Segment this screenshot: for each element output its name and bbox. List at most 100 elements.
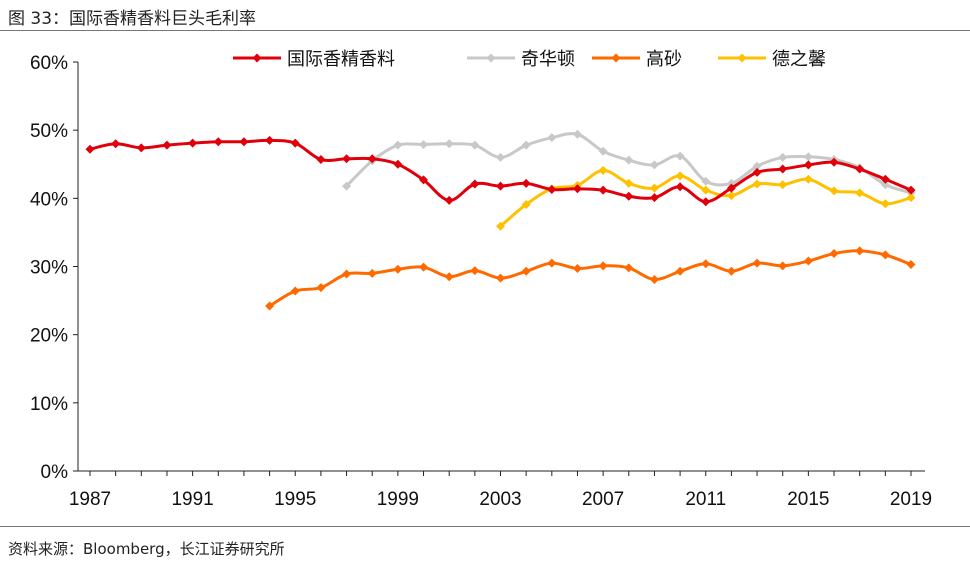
y-tick-label: 50% bbox=[30, 121, 68, 142]
data-point-3 bbox=[701, 185, 711, 195]
data-point-0 bbox=[572, 184, 582, 194]
data-point-0 bbox=[290, 138, 300, 148]
data-point-2 bbox=[342, 269, 352, 279]
data-point-0 bbox=[778, 164, 788, 174]
legend-label: 奇华顿 bbox=[521, 49, 575, 70]
data-point-1 bbox=[393, 140, 403, 150]
data-point-3 bbox=[880, 199, 890, 209]
x-tick-label: 1999 bbox=[377, 489, 419, 510]
data-point-0 bbox=[649, 193, 659, 203]
data-point-0 bbox=[675, 182, 685, 192]
data-point-0 bbox=[111, 139, 121, 149]
legend-label: 德之馨 bbox=[772, 49, 826, 70]
data-point-3 bbox=[496, 221, 505, 231]
data-point-0 bbox=[342, 154, 352, 164]
source-note: 资料来源：Bloomberg，长江证券研究所 bbox=[8, 540, 285, 558]
y-tick-label: 40% bbox=[30, 189, 68, 210]
legend-marker bbox=[486, 53, 496, 63]
data-point-2 bbox=[521, 266, 531, 276]
x-tick-label: 2003 bbox=[479, 489, 521, 510]
data-point-0 bbox=[803, 160, 813, 170]
data-point-1 bbox=[701, 176, 711, 186]
data-point-0 bbox=[213, 137, 223, 147]
data-point-2 bbox=[470, 266, 480, 276]
data-point-3 bbox=[598, 165, 608, 175]
data-point-0 bbox=[547, 184, 557, 194]
y-tick-label: 0% bbox=[41, 462, 69, 483]
data-point-1 bbox=[444, 139, 454, 149]
data-point-2 bbox=[726, 266, 736, 276]
data-point-0 bbox=[470, 179, 480, 189]
series-line-2 bbox=[268, 249, 912, 308]
data-point-2 bbox=[265, 301, 275, 311]
data-point-2 bbox=[393, 264, 403, 274]
data-point-0 bbox=[188, 138, 198, 148]
data-point-0 bbox=[393, 159, 403, 169]
data-point-0 bbox=[419, 175, 429, 185]
data-point-1 bbox=[470, 140, 480, 150]
x-tick-label: 1987 bbox=[69, 489, 111, 510]
data-point-0 bbox=[162, 140, 172, 150]
legend-marker bbox=[737, 53, 747, 63]
data-point-0 bbox=[726, 183, 736, 193]
legend-marker bbox=[252, 53, 262, 63]
data-point-1 bbox=[598, 146, 608, 156]
data-point-2 bbox=[419, 262, 429, 272]
data-point-3 bbox=[778, 180, 788, 190]
legend-marker bbox=[611, 53, 621, 63]
line-chart: 0% 10% 20% 30% 40% 50% 60% 1987 1991 1995 1999 2003… bbox=[30, 49, 932, 510]
data-point-1 bbox=[803, 152, 813, 162]
data-point-3 bbox=[752, 179, 762, 189]
data-point-0 bbox=[496, 181, 505, 191]
data-point-1 bbox=[624, 155, 634, 165]
data-point-0 bbox=[880, 174, 890, 184]
data-point-1 bbox=[496, 152, 505, 162]
data-point-0 bbox=[829, 157, 839, 167]
data-point-2 bbox=[803, 256, 813, 266]
y-tick-label: 60% bbox=[30, 53, 68, 74]
data-point-3 bbox=[829, 186, 839, 196]
data-point-1 bbox=[547, 133, 557, 143]
x-tick-label: 1995 bbox=[274, 489, 316, 510]
x-tick-label: 2019 bbox=[890, 489, 932, 510]
data-point-1 bbox=[419, 139, 429, 149]
data-point-0 bbox=[444, 195, 454, 205]
data-point-1 bbox=[752, 161, 762, 171]
data-point-2 bbox=[649, 274, 659, 284]
data-point-0 bbox=[316, 154, 326, 164]
data-point-2 bbox=[367, 268, 377, 278]
x-tick-label: 1991 bbox=[171, 489, 213, 510]
data-point-2 bbox=[778, 261, 788, 271]
y-tick-label: 10% bbox=[30, 394, 68, 415]
data-point-0 bbox=[367, 154, 377, 164]
data-point-0 bbox=[701, 197, 711, 207]
data-point-0 bbox=[624, 191, 634, 201]
data-point-0 bbox=[906, 185, 916, 195]
data-point-2 bbox=[496, 273, 505, 283]
title-divider bbox=[0, 30, 970, 31]
y-tick-label: 30% bbox=[30, 258, 68, 279]
data-point-2 bbox=[880, 250, 890, 260]
legend-label: 国际香精香料 bbox=[287, 49, 395, 70]
series-line-0 bbox=[89, 138, 912, 204]
y-tick-label: 20% bbox=[30, 326, 68, 347]
data-point-2 bbox=[598, 261, 608, 271]
data-point-2 bbox=[701, 259, 711, 269]
data-point-1 bbox=[778, 152, 788, 162]
legend-label: 高砂 bbox=[646, 49, 682, 70]
source-divider bbox=[0, 526, 970, 527]
data-point-3 bbox=[675, 171, 685, 181]
data-point-2 bbox=[316, 283, 326, 293]
data-point-2 bbox=[675, 266, 685, 276]
data-point-0 bbox=[85, 144, 95, 154]
data-point-2 bbox=[547, 258, 557, 268]
data-point-2 bbox=[829, 249, 839, 259]
data-point-3 bbox=[803, 174, 813, 184]
data-point-1 bbox=[675, 151, 685, 161]
data-point-2 bbox=[572, 264, 582, 274]
data-point-0 bbox=[265, 135, 275, 145]
data-point-0 bbox=[521, 178, 531, 188]
data-point-2 bbox=[752, 258, 762, 268]
data-point-3 bbox=[521, 199, 531, 209]
